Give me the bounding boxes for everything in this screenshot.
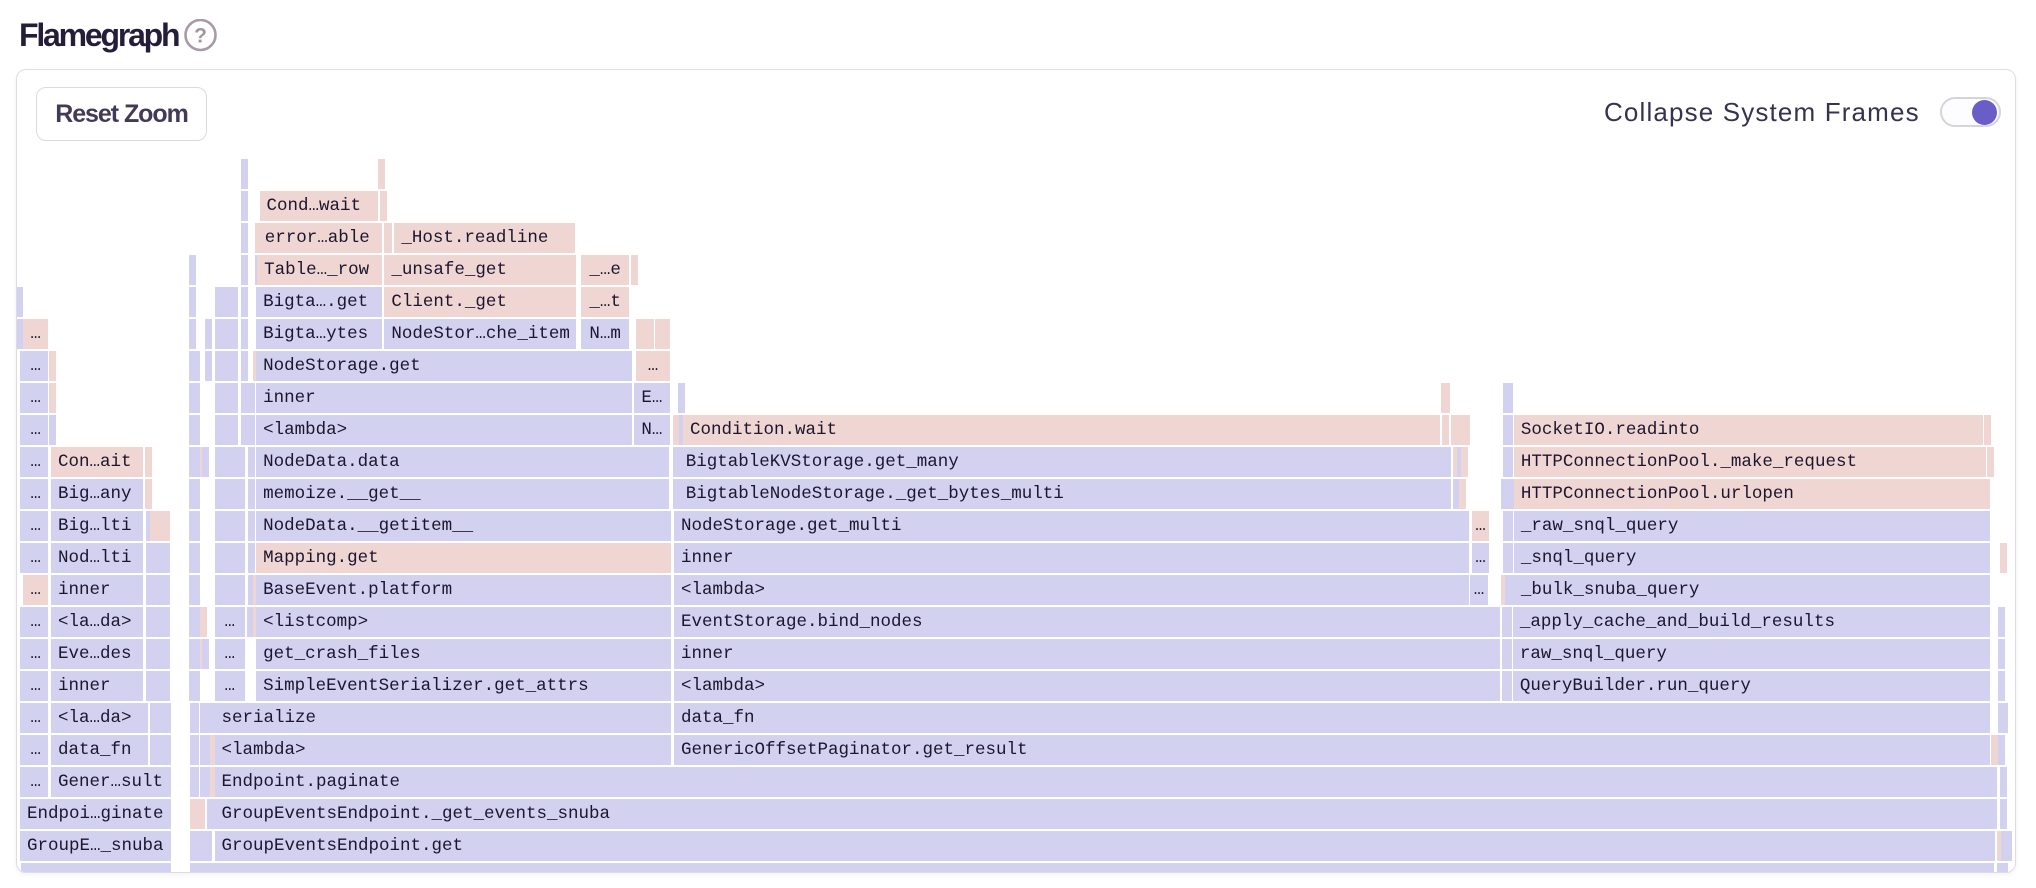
svg-text:?: ? [194, 25, 207, 48]
